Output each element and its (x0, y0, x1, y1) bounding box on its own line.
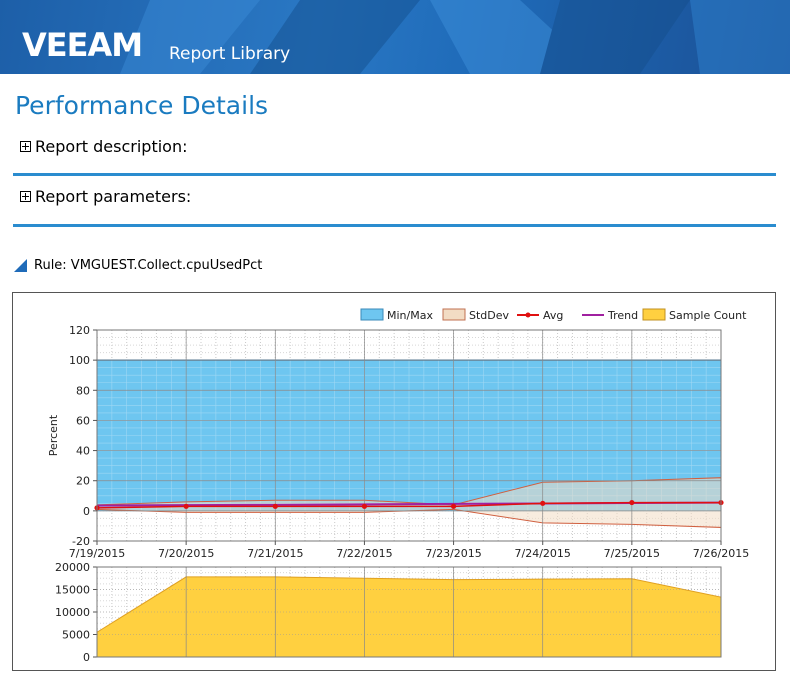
performance-chart: Min/Max StdDev Avg Trend Sample Count -20 0 20… (12, 292, 776, 671)
chart-svg: Min/Max StdDev Avg Trend Sample Count -20 0 20… (47, 308, 749, 664)
avg-line (96, 501, 721, 509)
legend-label: Sample Count (669, 309, 747, 322)
plot-frame (96, 329, 722, 542)
legend-marker (525, 312, 531, 318)
section-label-parameters: Report parameters: (35, 187, 192, 206)
y-tick-label: 120 (69, 324, 90, 337)
banner-decoration (120, 0, 790, 74)
section-divider (13, 224, 776, 227)
y-tick-label: 0 (83, 651, 90, 664)
veeam-logo[interactable]: VEEAM (20, 26, 160, 66)
legend-swatch (360, 308, 384, 321)
y-tick-label: -20 (72, 535, 90, 548)
y-tick-label: 100 (69, 354, 90, 367)
report-description-toggle[interactable]: Report description: (20, 137, 187, 156)
legend-label: Avg (543, 309, 563, 322)
y-tick-label: 40 (76, 445, 90, 458)
sample-count-area (96, 576, 722, 658)
y-axis-title: Percent (47, 414, 60, 456)
y-tick-label: 0 (83, 505, 90, 518)
triangle-icon (14, 259, 27, 272)
y-tick-label: 5000 (62, 629, 90, 642)
legend-swatch (442, 308, 466, 321)
report-parameters-toggle[interactable]: Report parameters: (20, 187, 191, 206)
avg-point (540, 500, 546, 506)
sample-count-plot: 0 5000 10000 15000 20000 (55, 561, 722, 664)
page-title: Performance Details (15, 91, 269, 120)
y-tick-label: 10000 (55, 606, 90, 619)
section-label-description: Report description: (35, 137, 188, 156)
x-tick-label: 7/23/2015 (425, 547, 481, 560)
avg-point (183, 503, 189, 509)
y-tick-label: 20 (76, 475, 90, 488)
main-plot: -20 0 20 40 60 80 100 120 Percent 7/19/2015 7/20/2… (47, 324, 749, 560)
plot-frame (96, 566, 722, 658)
legend-swatch (642, 308, 666, 321)
x-tick-label: 7/21/2015 (247, 547, 303, 560)
expand-icon[interactable] (20, 191, 31, 202)
y-tick-label: 20000 (55, 561, 90, 574)
header-banner: VEEAM Report Library (0, 0, 790, 74)
expand-icon[interactable] (20, 141, 31, 152)
x-tick-label: 7/22/2015 (336, 547, 392, 560)
x-tick-label: 7/25/2015 (604, 547, 660, 560)
avg-point (450, 503, 457, 509)
legend-label: Min/Max (387, 309, 433, 322)
x-tick-label: 7/24/2015 (515, 547, 571, 560)
x-tick-label: 7/19/2015 (69, 547, 125, 560)
app-title: Report Library (169, 44, 291, 64)
avg-point (361, 503, 368, 509)
y-tick-label: 60 (76, 414, 90, 427)
y-tick-label: 80 (76, 384, 90, 397)
avg-point (629, 499, 635, 506)
avg-point (272, 503, 278, 509)
x-tick-label: 7/20/2015 (158, 547, 214, 560)
logo-wordmark: VEEAM (22, 28, 142, 62)
chart-legend: Min/Max StdDev Avg Trend Sample Count (360, 308, 747, 322)
legend-label: StdDev (469, 309, 510, 322)
x-tick-label: 7/26/2015 (693, 547, 749, 560)
legend-label: Trend (607, 309, 638, 322)
section-divider (13, 173, 776, 176)
y-tick-label: 15000 (55, 584, 90, 597)
rule-label: Rule: VMGUEST.Collect.cpuUsedPct (34, 258, 263, 273)
rule-heading: Rule: VMGUEST.Collect.cpuUsedPct (14, 258, 262, 273)
